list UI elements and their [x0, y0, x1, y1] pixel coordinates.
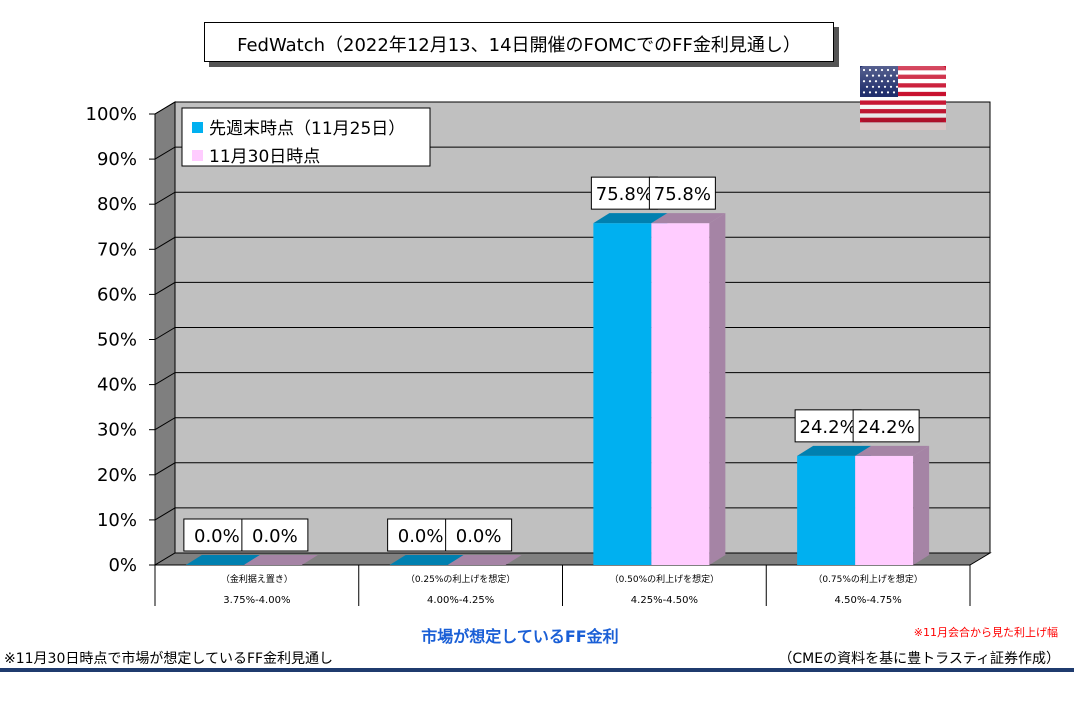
- y-tick-label: 0%: [108, 555, 137, 576]
- legend-swatch: [192, 150, 203, 161]
- bar: [855, 455, 914, 565]
- data-label-box: [648, 176, 716, 210]
- data-label: 75.8%: [654, 184, 711, 205]
- bar: [651, 223, 710, 565]
- data-label: 24.2%: [800, 417, 857, 438]
- bar-top: [389, 555, 464, 565]
- note-rate-hike: ※11月会合から見た利上げ幅: [913, 626, 1058, 639]
- data-label: 0.0%: [194, 526, 240, 547]
- bar-side: [913, 445, 930, 565]
- x-category-range: 4.00%-4.25%: [427, 595, 494, 606]
- data-label: 0.0%: [398, 526, 444, 547]
- x-category-note: （0.50%の利上げを想定）: [610, 573, 720, 585]
- x-category-range: 4.25%-4.50%: [631, 595, 698, 606]
- data-label-box: [852, 409, 920, 443]
- data-label: 75.8%: [596, 184, 653, 205]
- y-tick-label: 100%: [86, 104, 137, 125]
- y-tick-label: 70%: [97, 239, 137, 260]
- legend-box: [181, 107, 431, 167]
- data-label-box: [183, 518, 251, 552]
- bottom-rule: [0, 668, 1074, 672]
- legend-label: 先週末時点（11月25日）: [209, 119, 405, 139]
- bar-top: [185, 555, 260, 565]
- bar: [797, 455, 856, 565]
- y-tick-label: 80%: [97, 194, 137, 215]
- gridline: [154, 101, 990, 115]
- bar-side: [709, 213, 726, 565]
- y-tick-label: 10%: [97, 510, 137, 531]
- data-label-box: [387, 518, 455, 552]
- chart-title: FedWatch（2022年12月13、14日開催のFOMCでのFF金利見通し）: [237, 35, 801, 56]
- y-tick-label: 90%: [97, 149, 137, 170]
- us-flag-icon: [860, 66, 946, 130]
- bar-top: [593, 213, 668, 224]
- data-label-box: [794, 409, 862, 443]
- note-left: ※11月30日時点で市場が想定しているFF金利見通し: [4, 651, 334, 667]
- data-label-box: [241, 518, 309, 552]
- bar-top: [243, 555, 318, 565]
- bar-top: [797, 445, 872, 456]
- bar-top: [447, 555, 522, 565]
- data-label: 0.0%: [456, 526, 502, 547]
- bar-top: [855, 445, 930, 456]
- y-tick-label: 30%: [97, 420, 137, 441]
- data-label: 24.2%: [858, 417, 915, 438]
- y-tick-label: 50%: [97, 330, 137, 351]
- y-tick-label: 60%: [97, 284, 137, 305]
- y-tick-label: 40%: [97, 375, 137, 396]
- legend-label: 11月30日時点: [209, 147, 320, 167]
- gridline: [154, 146, 990, 160]
- gridline: [154, 191, 990, 205]
- data-label-box: [590, 176, 658, 210]
- x-category-range: 3.75%-4.00%: [223, 595, 290, 606]
- x-category-note: （金利据え置き）: [221, 573, 293, 585]
- x-category-range: 4.50%-4.75%: [835, 595, 902, 606]
- data-label-box: [445, 518, 513, 552]
- chart-title-box: FedWatch（2022年12月13、14日開催のFOMCでのFF金利見通し）: [204, 22, 834, 62]
- bar-top: [651, 213, 726, 224]
- source-note: （CMEの資料を基に豊トラスティ証券作成）: [778, 651, 1060, 667]
- x-axis-title: 市場が想定しているFF金利: [421, 627, 619, 646]
- x-category-note: （0.25%の利上げを想定）: [406, 573, 516, 585]
- x-category-note: （0.75%の利上げを想定）: [813, 573, 923, 585]
- bar: [593, 223, 652, 565]
- legend-swatch: [192, 122, 203, 133]
- data-label: 0.0%: [252, 526, 298, 547]
- y-tick-label: 20%: [97, 465, 137, 486]
